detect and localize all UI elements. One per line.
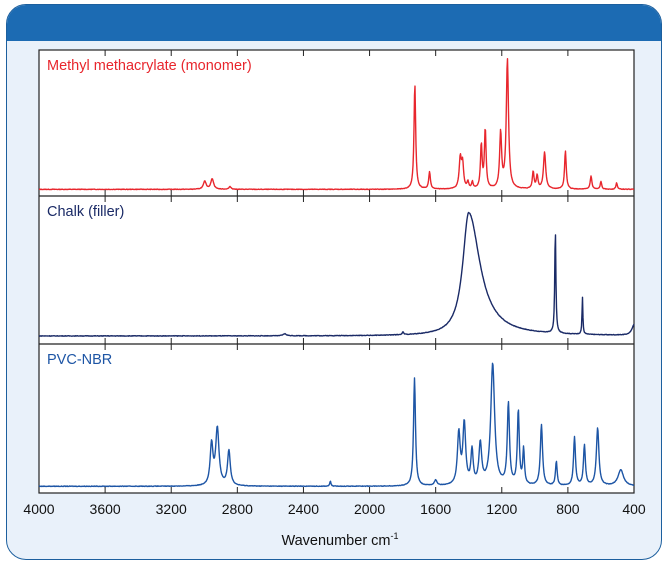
spectrum-line	[38, 362, 635, 488]
spectra-panels: Methyl methacrylate (monomer) Chalk (fill…	[38, 58, 635, 488]
plot-frame	[38, 49, 635, 494]
x-tick-label: 2000	[354, 501, 385, 517]
plot-area	[38, 49, 635, 494]
x-tick-label: 1200	[486, 501, 517, 517]
card-header-bar	[7, 5, 661, 41]
x-tick-label: 1600	[420, 501, 451, 517]
x-tick-label: 3600	[90, 501, 121, 517]
x-axis-ticks: 4000 3600 3200 2800 2400 2000 1600 1200 800 400	[23, 50, 646, 517]
spectrum-line	[38, 58, 635, 191]
x-tick-label: 4000	[23, 501, 54, 517]
x-tick-label: 800	[556, 501, 580, 517]
series-label: Methyl methacrylate (monomer)	[47, 58, 252, 74]
x-tick-label: 400	[622, 501, 646, 517]
x-tick-label: 3200	[156, 501, 187, 517]
x-axis-title-superscript: -1	[391, 531, 399, 541]
x-tick-label: 2400	[288, 501, 319, 517]
series-label: PVC-NBR	[47, 352, 112, 368]
series-label: Chalk (filler)	[47, 204, 124, 220]
x-axis-title-text: Wavenumber cm	[281, 533, 390, 549]
x-tick-label: 2800	[222, 501, 253, 517]
spectrum-line	[38, 211, 635, 337]
x-axis-title: Wavenumber cm-1	[281, 531, 398, 549]
